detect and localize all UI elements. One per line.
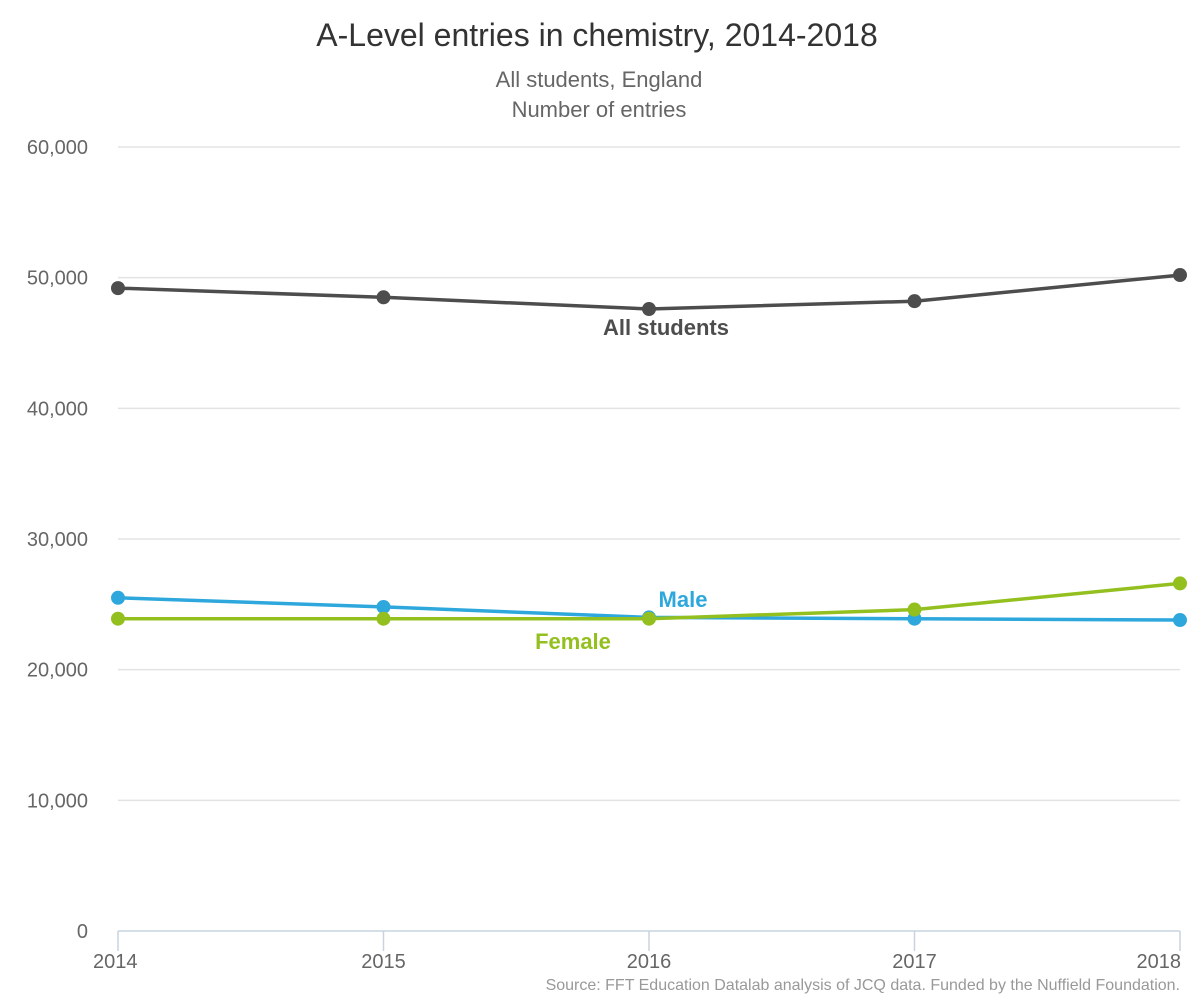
chart-subtitle-line-2: Number of entries <box>512 97 687 122</box>
data-point-female <box>1173 576 1187 591</box>
gridlines: 0 10,000 20,000 30,000 40,000 50,000 60,000 <box>27 137 1180 943</box>
data-point-all-students <box>376 290 391 305</box>
x-tick-label: 2018 <box>1137 951 1182 973</box>
series-label-all-students: All students <box>603 315 729 340</box>
series-lines <box>111 268 1187 628</box>
chart-subtitle-line-1: All students, England <box>496 67 703 92</box>
x-tick-label: 2017 <box>892 951 937 973</box>
data-point-all-students <box>111 281 125 296</box>
y-tick-label: 30,000 <box>27 529 88 551</box>
y-tick-label: 20,000 <box>27 660 88 682</box>
series-label-male: Male <box>659 587 708 612</box>
data-point-all-students <box>642 302 656 317</box>
data-point-all-students <box>907 294 922 309</box>
data-point-male <box>376 599 391 614</box>
data-point-female <box>376 611 391 626</box>
x-tick-label: 2016 <box>627 951 672 973</box>
data-point-female <box>907 602 922 617</box>
data-point-male <box>1173 613 1187 628</box>
x-axis: 2014 2015 2016 2017 2018 <box>93 930 1182 973</box>
data-point-female <box>111 611 125 626</box>
y-tick-label: 10,000 <box>27 790 88 812</box>
source-note: Source: FFT Education Datalab analysis o… <box>546 977 1180 994</box>
x-tick-label: 2015 <box>361 951 406 973</box>
series-labels: All students Male Female <box>535 315 729 654</box>
data-point-female <box>642 611 656 626</box>
y-tick-label: 60,000 <box>27 137 88 159</box>
x-tick-label: 2014 <box>93 951 138 973</box>
series-label-female: Female <box>535 629 611 654</box>
data-point-all-students <box>1173 268 1187 283</box>
data-point-male <box>111 590 125 605</box>
y-tick-label: 50,000 <box>27 268 88 290</box>
chart-title: A-Level entries in chemistry, 2014-2018 <box>316 17 877 53</box>
y-tick-label: 0 <box>77 921 88 943</box>
y-tick-label: 40,000 <box>27 398 88 420</box>
